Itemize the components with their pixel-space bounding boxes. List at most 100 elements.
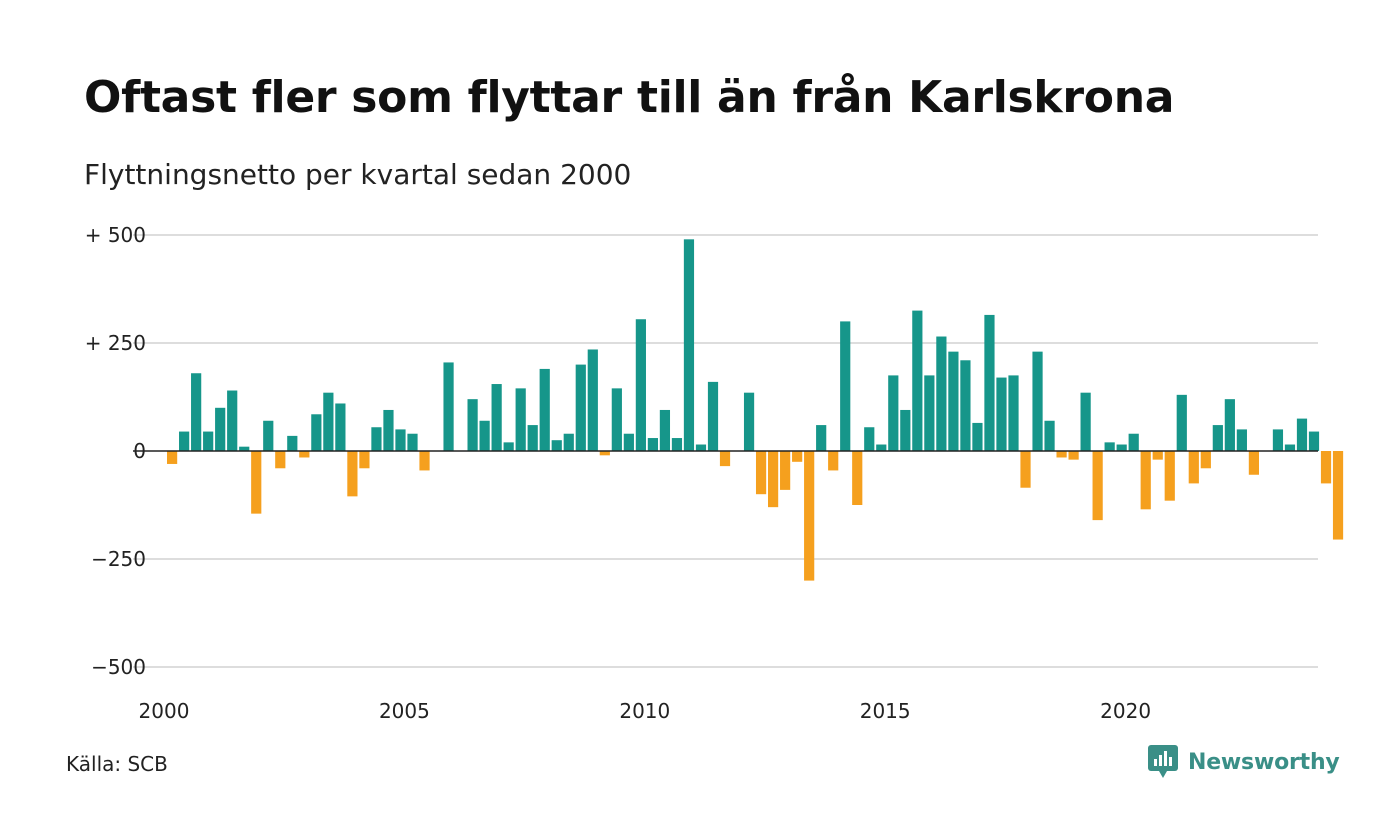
bar-positive	[1008, 375, 1019, 451]
bar-negative	[1164, 451, 1175, 501]
bar-positive	[743, 392, 755, 451]
bar-positive	[683, 239, 695, 451]
bar-positive	[707, 381, 719, 451]
bar-negative	[1332, 451, 1344, 540]
bar-positive	[311, 414, 322, 451]
bar-negative	[1068, 451, 1079, 460]
bar-positive	[900, 409, 911, 451]
bar-positive	[695, 444, 707, 451]
bar-positive	[1296, 418, 1308, 451]
bar-negative	[275, 451, 286, 469]
bar-positive	[551, 440, 562, 451]
chart-title: Oftast fler som flyttar till än från Kar…	[84, 72, 1175, 123]
bar-positive	[1044, 420, 1055, 451]
bar-negative	[359, 451, 370, 469]
bar-negative	[251, 451, 262, 514]
bar-negative	[1020, 451, 1031, 488]
bar-positive	[1308, 431, 1320, 451]
bar-positive	[864, 427, 875, 451]
bar-positive	[1128, 433, 1139, 451]
bar-positive	[479, 420, 490, 451]
bar-chart: + 500 + 250 0 −250 −500 2000 2005 2010 2015 2020	[85, 223, 1344, 723]
bar-negative	[1188, 451, 1199, 484]
bar-positive	[383, 409, 394, 451]
bar-positive	[876, 444, 887, 451]
source-note: Källa: SCB	[66, 752, 168, 776]
bar-negative	[1140, 451, 1151, 510]
bar-negative	[167, 451, 178, 464]
bar-positive	[840, 321, 851, 451]
bar-negative	[1056, 451, 1067, 458]
bar-negative	[299, 451, 310, 458]
brand-logo[interactable]: Newsworthy	[1148, 744, 1340, 780]
bar-positive	[659, 409, 671, 451]
y-tick-label: −500	[91, 655, 146, 679]
brand-name: Newsworthy	[1188, 749, 1340, 775]
bar-negative	[419, 451, 430, 471]
bar-positive	[563, 433, 574, 451]
bar-positive	[623, 433, 634, 451]
bar-positive	[227, 390, 238, 451]
bar-positive	[1284, 444, 1296, 451]
bar-positive	[936, 336, 947, 451]
bars	[167, 239, 1344, 581]
bar-positive	[539, 368, 550, 451]
bar-positive	[395, 429, 406, 451]
newsworthy-logo-icon	[1148, 745, 1178, 778]
bar-negative	[1200, 451, 1211, 469]
bar-positive	[203, 431, 214, 451]
bar-negative	[804, 451, 815, 581]
bar-positive	[443, 362, 454, 451]
gridlines	[133, 234, 1318, 668]
x-tick-label: 2010	[619, 699, 670, 723]
bar-negative	[1152, 451, 1163, 460]
bar-positive	[671, 438, 683, 451]
y-tick-label: 0	[133, 439, 146, 463]
bar-positive	[587, 349, 598, 451]
bar-positive	[527, 425, 538, 451]
bar-positive	[1224, 399, 1235, 451]
bar-negative	[755, 451, 767, 495]
bar-positive	[503, 442, 514, 451]
bar-positive	[816, 425, 827, 451]
x-tick-label: 2005	[379, 699, 430, 723]
bar-negative	[768, 451, 779, 508]
bar-negative	[1248, 451, 1259, 475]
bar-positive	[467, 399, 478, 451]
chart-subtitle: Flyttningsnetto per kvartal sedan 2000	[84, 158, 632, 191]
y-tick-label: + 250	[85, 331, 146, 355]
bar-positive	[323, 392, 334, 451]
y-tick-label: + 500	[85, 223, 146, 247]
x-tick-label: 2015	[860, 699, 911, 723]
bar-positive	[948, 351, 959, 451]
bar-negative	[599, 451, 610, 456]
bar-positive	[1080, 392, 1091, 451]
bar-positive	[1176, 394, 1187, 451]
bar-positive	[1212, 425, 1223, 451]
bar-positive	[1032, 351, 1043, 451]
bar-positive	[1104, 442, 1115, 451]
bar-positive	[371, 427, 382, 451]
bar-positive	[239, 446, 250, 451]
x-tick-label: 2000	[139, 699, 190, 723]
bar-positive	[287, 435, 298, 451]
bar-positive	[515, 388, 526, 451]
bar-positive	[491, 384, 502, 451]
bar-positive	[960, 360, 971, 451]
bar-negative	[792, 451, 803, 462]
bar-positive	[215, 407, 226, 451]
bar-negative	[852, 451, 863, 505]
bar-negative	[1320, 451, 1332, 484]
bar-positive	[335, 403, 346, 451]
x-axis: 2000 2005 2010 2015 2020	[139, 699, 1152, 723]
bar-positive	[575, 364, 586, 451]
bar-positive	[1236, 429, 1247, 451]
y-tick-label: −250	[91, 547, 146, 571]
bar-negative	[719, 451, 731, 467]
bar-positive	[984, 314, 995, 451]
bar-positive	[191, 373, 202, 451]
bar-positive	[912, 310, 923, 451]
bar-negative	[780, 451, 791, 490]
bar-positive	[179, 431, 190, 451]
x-tick-label: 2020	[1100, 699, 1151, 723]
